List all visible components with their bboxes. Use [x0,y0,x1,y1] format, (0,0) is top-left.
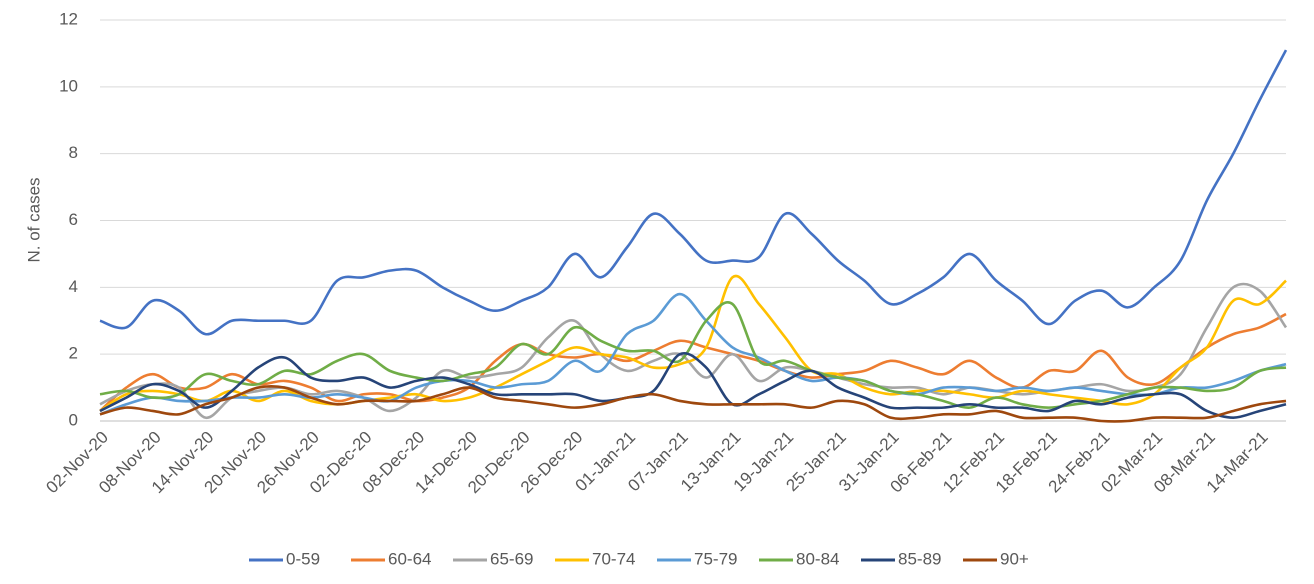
series-line [99,49,1288,336]
legend-label: 75-79 [694,549,737,568]
legend-label: 60-64 [388,549,431,568]
legend-label: 80-84 [796,549,839,568]
y-tick-label: 0 [69,410,78,429]
legend-label: 85-89 [898,549,941,568]
series-line [99,385,1287,423]
y-tick-label: 6 [69,210,78,229]
legend-label: 90+ [1000,549,1029,568]
legend: 0-59 60-64 65-69 70-74 75-79 80-84 85-89 90+ [249,549,1029,568]
y-tick-label: 2 [69,344,78,363]
series-line [99,351,1287,419]
legend-label: 65-69 [490,549,533,568]
y-tick-label: 12 [59,9,78,28]
series-line [99,292,1287,416]
legend-label: 70-74 [592,549,635,568]
y-axis-title: N. of cases [24,177,43,262]
y-tick-label: 10 [59,76,78,95]
legend-label: 0-59 [286,549,320,568]
y-tick-label: 8 [69,143,78,162]
y-tick-label: 4 [69,277,78,296]
series-line [99,312,1287,412]
